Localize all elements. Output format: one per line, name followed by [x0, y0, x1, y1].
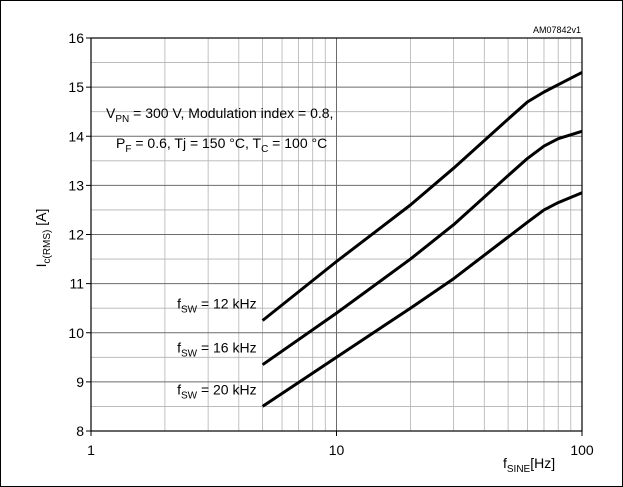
y-tick-label: 14 — [68, 128, 84, 144]
series-line-2 — [261, 129, 583, 366]
annotation-vpn-symbol: V — [106, 105, 116, 121]
y-tick-label: 11 — [69, 276, 84, 292]
series-label-sub: SW — [181, 349, 198, 360]
annotation-pf-symbol: P — [116, 135, 125, 151]
y-tick-label: 13 — [68, 177, 84, 193]
y-tick-label: 12 — [68, 227, 84, 243]
x-axis-label-main: f — [503, 455, 507, 471]
series-label-sub: SW — [181, 390, 198, 401]
annotation-pf-sub: F — [125, 144, 131, 155]
conditions-annotation-line1: VPN = 300 V, Modulation index = 0.8, — [106, 105, 333, 125]
x-tick-label: 1 — [87, 442, 95, 458]
series-label-sub: SW — [181, 304, 198, 315]
series-line-3 — [261, 191, 583, 408]
y-axis-label-main: I — [33, 264, 49, 268]
series-label-symbol: f — [177, 381, 181, 397]
series-label-symbol: f — [177, 340, 181, 356]
series-label-value: = 12 kHz — [197, 295, 257, 311]
y-tick-label: 8 — [76, 423, 84, 439]
x-axis-label-sub: SINE — [507, 464, 531, 475]
annotation-line2-text: = 0.6, Tj = 150 °C, T — [131, 135, 261, 151]
y-axis-label-unit: [A] — [33, 209, 49, 230]
annotation-line2-end: = 100 °C — [268, 135, 327, 151]
y-tick-label: 15 — [68, 79, 84, 95]
annotation-vpn-sub: PN — [115, 114, 129, 125]
series-label-symbol: f — [177, 295, 181, 311]
grid-major — [91, 38, 582, 431]
series-lines — [261, 71, 583, 408]
annotation-tc-sub: C — [261, 144, 268, 155]
chart-id-label: AM07842v1 — [533, 25, 581, 35]
y-tick-label: 10 — [68, 325, 84, 341]
y-tick-label: 9 — [76, 374, 84, 390]
series-line-1 — [261, 71, 583, 322]
y-axis-label: Ic(RMS) [A] — [33, 209, 53, 268]
series-label-2: fSW = 16 kHz — [177, 340, 257, 360]
series-label-3: fSW = 20 kHz — [177, 381, 257, 401]
y-axis-label-sub: c(RMS) — [42, 230, 53, 264]
x-axis-label-unit: [Hz] — [530, 455, 555, 471]
axis-ticks — [86, 37, 583, 436]
series-label-value: = 20 kHz — [197, 381, 257, 397]
y-tick-label: 16 — [68, 30, 84, 46]
x-tick-label: 10 — [329, 442, 345, 458]
conditions-annotation-line2: PF = 0.6, Tj = 150 °C, TC = 100 °C — [116, 135, 327, 155]
x-axis-label: fSINE[Hz] — [503, 455, 555, 475]
series-label-value: = 16 kHz — [197, 340, 257, 356]
series-label-1: fSW = 12 kHz — [177, 295, 257, 315]
annotation-line1-text: = 300 V, Modulation index = 0.8, — [129, 105, 333, 121]
x-tick-label: 100 — [570, 442, 594, 458]
